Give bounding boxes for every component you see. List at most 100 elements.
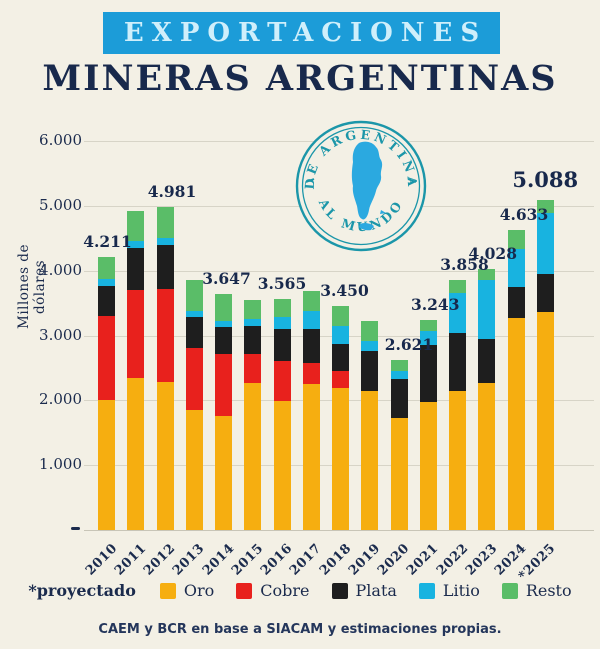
value-label-2016: 3.565 [257,273,307,293]
bar-segment-2022-litio [449,293,466,334]
banner-title: EXPORTACIONES [123,18,488,48]
bar-segment-2021-plata [419,345,437,402]
legend-label-plata: Plata [355,581,397,600]
y-tick-label: 4.000 [39,260,82,279]
bar-segment-2011-resto [127,211,145,241]
bar-segment-2017-litio [302,310,320,329]
legend-label-resto: Resto [525,581,572,600]
bar-segment-2018-cobre [332,371,349,388]
y-axis-zero-tick [71,527,80,530]
bar-segment-2016-litio [273,317,291,329]
legend-item-cobre: Cobre [236,581,310,600]
bar-segment-2023-oro [478,383,496,530]
bar-segment-2019-resto [361,320,379,341]
legend: *proyectado Oro Cobre Plata Litio Resto [0,581,600,600]
bar-segment-2013-resto [185,280,203,311]
bar-segment-2014-litio [215,320,232,328]
bar-segment-2010-oro [98,399,115,530]
legend-item-oro: Oro [159,581,215,600]
bar-segment-2010-resto [98,256,115,279]
bar-segment-2022-oro [449,390,466,530]
bar-segment-2016-plata [273,329,291,361]
y-tick-label: 2.000 [39,390,82,409]
bar-segment-2015-resto [244,300,262,320]
legend-swatch-litio [418,582,435,599]
bar-segment-2012-oro [156,381,174,530]
bar-segment-2016-oro [273,400,291,530]
y-tick-label: 1.000 [39,455,82,474]
bar-segment-2015-plata [244,325,262,354]
bar-segment-2011-cobre [127,290,145,378]
bar-segment-2014-resto [215,293,232,321]
source-credit: CAEM y BCR en base a SIACAM y estimacion… [98,622,502,637]
y-tick-label: 3.000 [39,325,82,344]
legend-swatch-resto [501,582,518,599]
bar-segment-2018-litio [332,325,349,344]
stamp-right-dash [407,178,417,183]
bar-segment-2013-litio [185,310,203,318]
bar-segment-2015-litio [244,319,262,326]
bar-segment-2024-resto [507,229,525,250]
y-tick-label: 6.000 [39,131,82,149]
bar-segment-2015-oro [244,382,262,530]
bar-segment-2022-plata [449,333,466,391]
bar-segment-2021-litio [419,330,437,346]
legend-label-cobre: Cobre [260,581,310,600]
bar-segment-2021-resto [419,319,437,331]
argentina-stamp: DE ARGENTINA AL MUNDO [295,120,427,252]
x-axis-line [84,530,594,531]
argentina-map-silhouette [351,141,383,220]
value-label-2023: 4.028 [468,243,518,263]
bar-segment-2012-resto [156,207,174,238]
legend-note-proyectado: *proyectado [28,581,136,600]
bar-segment-2010-cobre [98,315,115,400]
value-label-2012: 4.981 [147,182,197,202]
bar-segment-2017-plata [302,329,320,363]
bar-segment-2019-plata [361,351,379,392]
bar-segment-2023-plata [478,339,496,384]
bar-segment-2013-plata [185,317,203,348]
value-label-2025: 5.088 [512,167,579,193]
bar-segment-2021-oro [419,401,437,530]
value-label-2010: 4.211 [83,231,132,251]
bar-segment-2022-resto [449,279,466,294]
bar-segment-2010-plata [98,285,115,316]
bar-segment-2025-resto [536,200,554,214]
legend-item-litio: Litio [418,581,480,600]
bar-segment-2011-plata [127,247,145,291]
bar-segment-2019-oro [361,391,379,530]
stamp-inner-circle [301,126,421,246]
bar-segment-2024-oro [507,318,525,530]
bar-segment-2016-cobre [273,360,291,401]
bar-segment-2023-resto [478,268,496,281]
bar-segment-2025-oro [536,312,554,530]
legend-label-oro: Oro [183,581,215,600]
value-label-2018: 3.450 [320,281,369,301]
bar-segment-2019-litio [361,340,379,352]
value-label-2020: 2.621 [384,335,434,355]
bar-segment-2017-oro [302,384,320,530]
bar-segment-2018-oro [332,387,349,530]
legend-item-plata: Plata [331,581,397,600]
bar-segment-2023-litio [478,280,496,340]
title-banner: EXPORTACIONES [103,12,500,54]
bar-segment-2014-oro [215,415,232,530]
legend-swatch-oro [159,582,176,599]
bar-segment-2013-cobre [185,347,203,411]
bar-segment-2011-oro [127,377,145,530]
bar-segment-2012-plata [156,244,174,290]
bar-segment-2011-litio [127,240,145,248]
bar-segment-2012-cobre [156,289,174,382]
tierra-del-fuego-island [359,222,374,231]
bar-segment-2018-plata [332,343,349,372]
bar-segment-2014-cobre [215,354,232,416]
bar-segment-2014-plata [215,327,232,355]
legend-item-resto: Resto [501,581,572,600]
value-label-2021: 3.243 [410,294,460,314]
gridline-4.000 [84,270,594,272]
bar-segment-2025-litio [536,213,554,274]
value-label-2014: 3.647 [202,268,251,288]
bar-segment-2012-litio [156,237,174,245]
